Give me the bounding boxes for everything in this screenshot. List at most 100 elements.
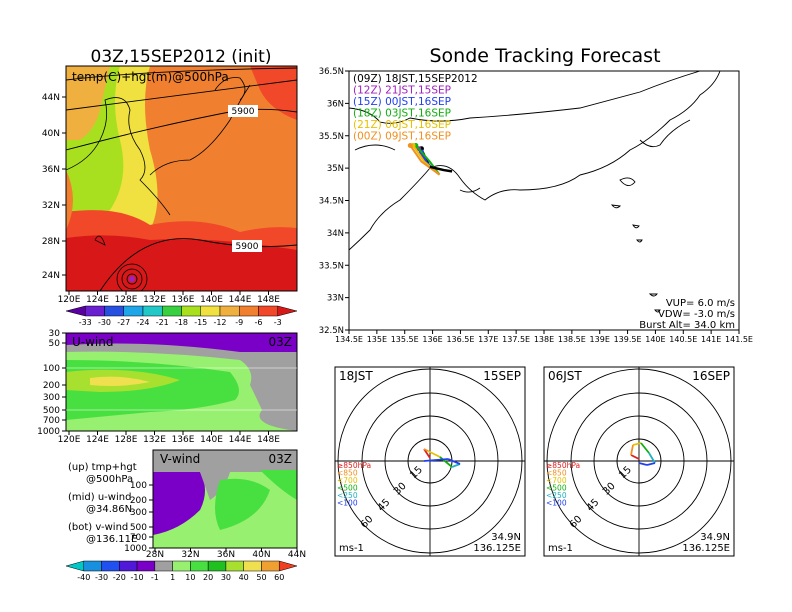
- wind-colorbar-swatch: [243, 560, 262, 572]
- track-lon-tick: 140E: [645, 335, 665, 344]
- u-lon-tick: 140E: [200, 435, 223, 445]
- track-lon-tick: 136.5E: [446, 335, 474, 344]
- wind-colorbar-swatch: [136, 560, 156, 572]
- hodograph-date: 16SEP: [692, 369, 730, 383]
- hodograph-segment: [423, 458, 449, 462]
- temp-colorbar-label: -18: [175, 318, 188, 327]
- hodograph-level-label: <500: [337, 484, 358, 493]
- u-p-tick: 500: [43, 406, 60, 416]
- u-lon-tick: 120E: [58, 435, 81, 445]
- u-lon-tick: 128E: [115, 435, 138, 445]
- hodograph-lat: 34.9N: [491, 532, 521, 543]
- hodograph-segment: [648, 452, 656, 464]
- sonde-track-descent: [429, 165, 453, 173]
- contour-label-2: 5900: [236, 242, 259, 252]
- temp-colorbar-swatch: [104, 305, 124, 317]
- track-legend-entry: (18Z) 03JST,16SEP: [353, 108, 451, 120]
- param-vup: VUP= 6.0 m/s: [666, 298, 735, 309]
- temp-map-label: temp(C)+hgt(m)@500hPa: [72, 70, 229, 84]
- hodograph-level-label: <850: [337, 469, 358, 478]
- hodograph-level-label: <250: [337, 491, 358, 500]
- sonde-track-end: [407, 142, 413, 148]
- v-wind-panel: [153, 450, 297, 548]
- u-p-tick: 100: [43, 364, 60, 374]
- wind-colorbar-swatch: [261, 560, 280, 572]
- track-legend-entry: (09Z) 18JST,15SEP2012: [353, 73, 478, 85]
- temp-colorbar-label: -15: [194, 318, 207, 327]
- temp-colorbar-swatch: [200, 305, 221, 317]
- temp-colorbar-swatch: [239, 305, 259, 317]
- track-map-axes: 36.5N 36N 35.5N 35N 34.5N 34N 33.5N 33N 32.5N134…: [319, 67, 753, 344]
- u-p-tick: 1000: [37, 427, 60, 437]
- temp-colorbar-swatch: [85, 305, 105, 317]
- v-lat-tick: 28N: [146, 550, 164, 560]
- v-p-tick: 700: [130, 533, 147, 543]
- track-lon-tick: 135E: [367, 335, 387, 344]
- track-coastline: [349, 71, 721, 313]
- v-wind-time: 03Z: [269, 452, 293, 466]
- hodograph-segment: [423, 448, 429, 452]
- sonde-track-line: [415, 144, 441, 176]
- v-lat-tick: 36N: [217, 550, 235, 560]
- hodograph-segment: [646, 462, 656, 466]
- temp-colorbar-swatch: [181, 305, 201, 317]
- legend-up-2: @500hPa: [86, 474, 133, 485]
- temp-lat-tick: 36N: [42, 165, 60, 175]
- temp-lat-tick: 28N: [42, 237, 60, 247]
- track-legend-entry: (21Z) 06JST,16SEP: [353, 119, 451, 131]
- temp-colorbar-label: -6: [255, 318, 263, 327]
- wind-colorbar-label: -20: [113, 573, 126, 582]
- hodograph-level-label: ≥850hPa: [337, 461, 371, 470]
- legend-up-1: (up) tmp+hgt: [68, 462, 137, 473]
- track-lon-tick: 141.5E: [725, 335, 753, 344]
- legend-bot-2: @136.11E: [86, 534, 137, 545]
- v-p-tick: 500: [130, 523, 147, 533]
- track-legend: (09Z) 18JST,15SEP2012(12Z) 21JST,15SEP(1…: [353, 73, 478, 143]
- temp-lon-tick: 132E: [143, 295, 166, 305]
- wind-colorbar-label: 10: [185, 573, 195, 582]
- temp-colorbar-label: -27: [117, 318, 130, 327]
- hodograph-segment: [632, 442, 642, 446]
- u-wind-label: U-wind: [72, 335, 113, 349]
- track-lat-tick: 34N: [327, 229, 344, 239]
- wind-colorbar-swatch: [83, 560, 102, 572]
- u-lon-tick: 136E: [172, 435, 195, 445]
- hodograph-segment: [638, 462, 648, 466]
- temp-lon-tick: 120E: [58, 295, 81, 305]
- temp-colorbar-swatch: [219, 305, 240, 317]
- temp-lat-tick: 44N: [42, 93, 60, 103]
- wind-colorbar-label: -30: [95, 573, 108, 582]
- temp-lon-tick: 140E: [200, 295, 223, 305]
- wind-colorbar-label: 20: [203, 573, 213, 582]
- temp-lat-tick: 32N: [42, 201, 60, 211]
- temp-map: [66, 66, 297, 291]
- hodograph-level-label: <850: [546, 469, 567, 478]
- track-lon-tick: 139E: [590, 335, 610, 344]
- u-lon-tick: 124E: [86, 435, 109, 445]
- temp-lat-tick: 40N: [42, 129, 60, 139]
- track-lat-tick: 32.5N: [319, 326, 344, 336]
- hodograph-level-label: <500: [546, 484, 567, 493]
- v-lat-tick: 44N: [288, 550, 306, 560]
- hodograph-level-label: <700: [337, 476, 358, 485]
- wind-colorbar-label: 40: [239, 573, 249, 582]
- wind-colorbar-label: -1: [151, 573, 159, 582]
- track-legend-entry: (00Z) 09JST,16SEP: [353, 131, 451, 143]
- wind-colorbar-swatch: [154, 560, 173, 572]
- wind-colorbar-label: -10: [131, 573, 144, 582]
- temp-colorbar-label: -9: [235, 318, 243, 327]
- temp-colorbar-swatch: [123, 305, 144, 317]
- track-lon-tick: 138E: [534, 335, 554, 344]
- hodograph-segment: [451, 463, 461, 468]
- track-lat-tick: 36N: [327, 99, 344, 109]
- param-vdw: VDW= -3.0 m/s: [658, 309, 735, 320]
- hodograph-segment: [640, 442, 650, 454]
- track-lon-tick: 135.5E: [391, 335, 419, 344]
- hodograph-lon: 136.125E: [682, 543, 730, 554]
- track-lon-tick: 141E: [701, 335, 721, 344]
- wind-colorbar-label: 30: [221, 573, 231, 582]
- temp-lon-tick: 144E: [229, 295, 252, 305]
- hodograph-units: ms-1: [548, 543, 573, 554]
